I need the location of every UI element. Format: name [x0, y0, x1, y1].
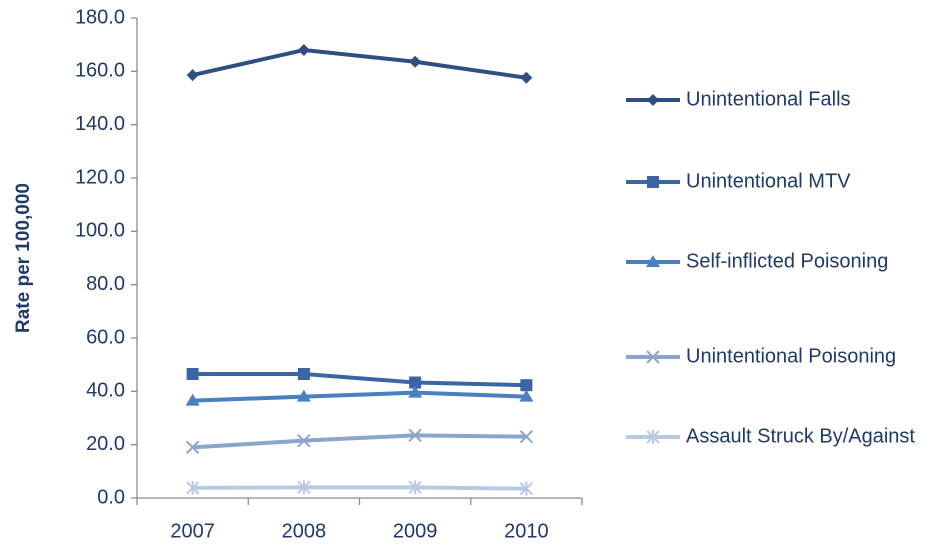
- marker: [185, 393, 200, 406]
- marker: [186, 368, 199, 380]
- marker: [297, 480, 311, 495]
- marker: [519, 389, 534, 402]
- series-line: [192, 433, 527, 450]
- x-tick-label: 2008: [282, 520, 327, 542]
- x-tick-label: 2007: [170, 520, 215, 542]
- y-tick-label: 180.0: [75, 6, 125, 28]
- marker: [408, 428, 422, 443]
- x-tick-label: 2009: [393, 520, 438, 542]
- y-tick-label: 60.0: [86, 326, 125, 348]
- marker: [520, 379, 533, 392]
- marker: [185, 440, 200, 455]
- y-tick-label: 0.0: [97, 486, 125, 508]
- legend-label: Assault Struck By/Against: [686, 425, 915, 447]
- legend-label: Unintentional MTV: [686, 170, 851, 192]
- marker: [409, 55, 422, 68]
- marker: [297, 433, 311, 448]
- y-tick-label: 160.0: [75, 60, 125, 82]
- y-tick-label: 120.0: [75, 166, 125, 188]
- y-axis-title: Rate per 100,000: [13, 183, 34, 333]
- series-line: [192, 372, 527, 388]
- marker: [296, 389, 311, 402]
- marker: [186, 69, 199, 82]
- series-line: [192, 390, 527, 403]
- legend-label: Unintentional Poisoning: [686, 345, 896, 367]
- series-line: [192, 47, 527, 80]
- x-tick-label: 2010: [504, 520, 549, 542]
- y-tick-label: 100.0: [75, 220, 125, 242]
- marker: [409, 376, 422, 389]
- marker: [408, 480, 422, 495]
- y-tick-label: 20.0: [86, 433, 125, 455]
- legend-label: Self-inflicted Poisoning: [686, 250, 888, 272]
- y-tick-label: 140.0: [75, 113, 125, 135]
- marker: [185, 480, 200, 495]
- marker: [646, 430, 660, 444]
- y-tick-label: 40.0: [86, 380, 125, 402]
- marker: [408, 385, 423, 398]
- marker: [297, 368, 310, 380]
- y-tick-label: 80.0: [86, 273, 125, 295]
- marker: [646, 350, 660, 364]
- series-line: [192, 485, 527, 491]
- marker: [646, 255, 660, 267]
- marker: [647, 176, 659, 188]
- marker: [520, 71, 533, 84]
- marker: [297, 44, 310, 56]
- marker: [519, 481, 534, 496]
- marker: [519, 429, 534, 444]
- legend-label: Unintentional Falls: [686, 88, 851, 110]
- marker: [647, 94, 659, 106]
